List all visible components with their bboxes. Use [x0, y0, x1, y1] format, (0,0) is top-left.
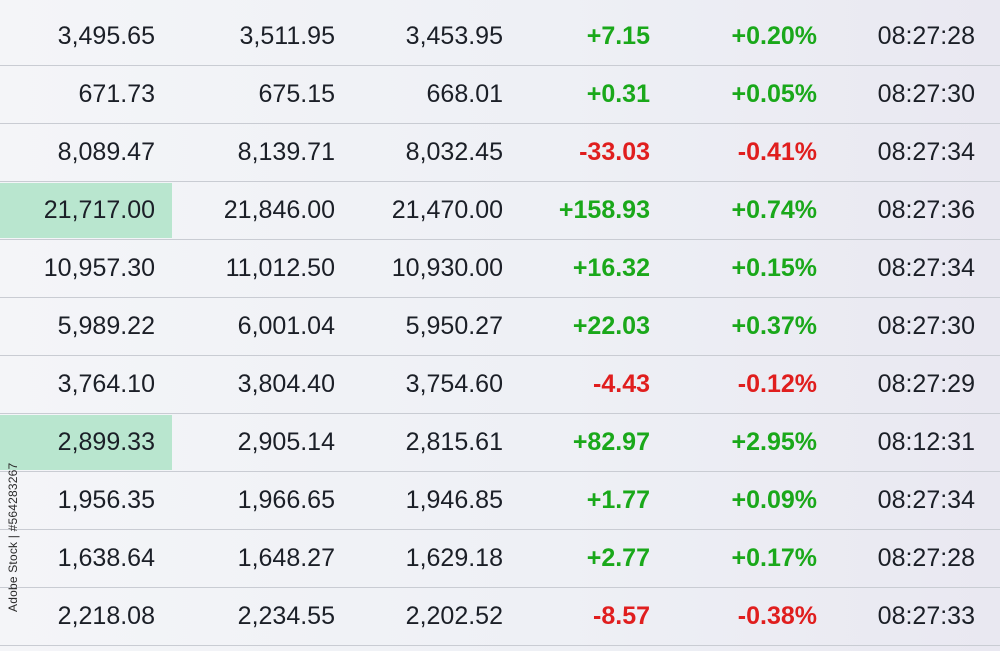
table-row[interactable]: 8,089.47 8,139.71 8,032.45 -33.03 -0.41%…: [0, 124, 1000, 182]
table-row[interactable]: 10,957.30 11,012.50 10,930.00 +16.32 +0.…: [0, 240, 1000, 298]
time-cell: 08:27:30: [877, 312, 975, 340]
table-row[interactable]: 2,899.33 2,905.14 2,815.61 +82.97 +2.95%…: [0, 414, 1000, 472]
table-row[interactable]: 1,956.35 1,966.65 1,946.85 +1.77 +0.09% …: [0, 472, 1000, 530]
low-price-cell: 8,032.45: [405, 138, 503, 166]
percent-change-cell: -0.38%: [737, 602, 817, 630]
high-price-cell: 675.15: [258, 80, 335, 108]
table-row[interactable]: 3,764.10 3,804.40 3,754.60 -4.43 -0.12% …: [0, 356, 1000, 414]
time-cell: 08:27:36: [877, 196, 975, 224]
change-cell: +22.03: [572, 312, 650, 340]
change-cell: +2.77: [586, 544, 650, 572]
low-price-cell: 21,470.00: [391, 196, 503, 224]
time-cell: 08:27:34: [877, 138, 975, 166]
low-price-cell: 2,202.52: [405, 602, 503, 630]
high-price-cell: 8,139.71: [237, 138, 335, 166]
low-price-cell: 1,946.85: [405, 486, 503, 514]
change-cell: -4.43: [593, 370, 650, 398]
low-price-cell: 668.01: [426, 80, 503, 108]
low-price-cell: 5,950.27: [405, 312, 503, 340]
percent-change-cell: +0.09%: [731, 486, 818, 514]
last-price-cell: 1,956.35: [57, 486, 155, 514]
table-row[interactable]: 3,495.65 3,511.95 3,453.95 +7.15 +0.20% …: [0, 8, 1000, 66]
low-price-cell: 1,629.18: [405, 544, 503, 572]
stock-watermark: Adobe Stock | #564283267: [6, 462, 20, 612]
change-cell: +0.31: [586, 80, 650, 108]
time-cell: 08:27:29: [877, 370, 975, 398]
low-price-cell: 3,754.60: [405, 370, 503, 398]
high-price-cell: 6,001.04: [237, 312, 335, 340]
last-price-cell: 2,899.33: [57, 428, 155, 456]
high-price-cell: 1,966.65: [237, 486, 335, 514]
low-price-cell: 3,453.95: [405, 22, 503, 50]
high-price-cell: 3,511.95: [239, 22, 335, 50]
change-cell: +7.15: [586, 22, 650, 50]
low-price-cell: 2,815.61: [405, 428, 503, 456]
high-price-cell: 11,012.50: [225, 254, 335, 282]
last-price-cell: 3,495.65: [57, 22, 155, 50]
high-price-cell: 2,234.55: [237, 602, 335, 630]
time-cell: 08:27:30: [877, 80, 975, 108]
time-cell: 08:12:31: [877, 428, 975, 456]
percent-change-cell: +0.05%: [731, 80, 818, 108]
last-price-cell: 21,717.00: [43, 196, 155, 224]
quote-table: 3,495.65 3,511.95 3,453.95 +7.15 +0.20% …: [0, 8, 1000, 646]
table-row[interactable]: 671.73 675.15 668.01 +0.31 +0.05% 08:27:…: [0, 66, 1000, 124]
change-cell: -33.03: [579, 138, 650, 166]
percent-change-cell: +0.20%: [731, 22, 818, 50]
high-price-cell: 3,804.40: [237, 370, 335, 398]
time-cell: 08:27:34: [877, 486, 975, 514]
change-cell: +82.97: [572, 428, 650, 456]
last-price-cell: 8,089.47: [57, 138, 155, 166]
last-price-cell: 671.73: [78, 80, 155, 108]
last-price-cell: 3,764.10: [57, 370, 155, 398]
time-cell: 08:27:28: [877, 544, 975, 572]
table-row[interactable]: 21,717.00 21,846.00 21,470.00 +158.93 +0…: [0, 182, 1000, 240]
high-price-cell: 1,648.27: [237, 544, 335, 572]
change-cell: -8.57: [593, 602, 650, 630]
high-price-cell: 2,905.14: [237, 428, 335, 456]
percent-change-cell: -0.41%: [737, 138, 817, 166]
last-price-highlight: [0, 415, 172, 470]
table-row[interactable]: 5,989.22 6,001.04 5,950.27 +22.03 +0.37%…: [0, 298, 1000, 356]
high-price-cell: 21,846.00: [223, 196, 335, 224]
change-cell: +158.93: [558, 196, 650, 224]
last-price-cell: 5,989.22: [57, 312, 155, 340]
percent-change-cell: +2.95%: [731, 428, 818, 456]
last-price-cell: 10,957.30: [43, 254, 155, 282]
percent-change-cell: +0.37%: [731, 312, 818, 340]
percent-change-cell: +0.15%: [731, 254, 818, 282]
last-price-cell: 2,218.08: [57, 602, 155, 630]
change-cell: +1.77: [586, 486, 650, 514]
last-price-highlight: [0, 183, 172, 238]
last-price-cell: 1,638.64: [57, 544, 155, 572]
time-cell: 08:27:33: [877, 602, 975, 630]
time-cell: 08:27:34: [877, 254, 975, 282]
table-row[interactable]: 2,218.08 2,234.55 2,202.52 -8.57 -0.38% …: [0, 588, 1000, 646]
percent-change-cell: +0.17%: [731, 544, 818, 572]
percent-change-cell: -0.12%: [737, 370, 817, 398]
table-row[interactable]: 1,638.64 1,648.27 1,629.18 +2.77 +0.17% …: [0, 530, 1000, 588]
time-cell: 08:27:28: [877, 22, 975, 50]
low-price-cell: 10,930.00: [391, 254, 503, 282]
change-cell: +16.32: [572, 254, 650, 282]
percent-change-cell: +0.74%: [731, 196, 818, 224]
